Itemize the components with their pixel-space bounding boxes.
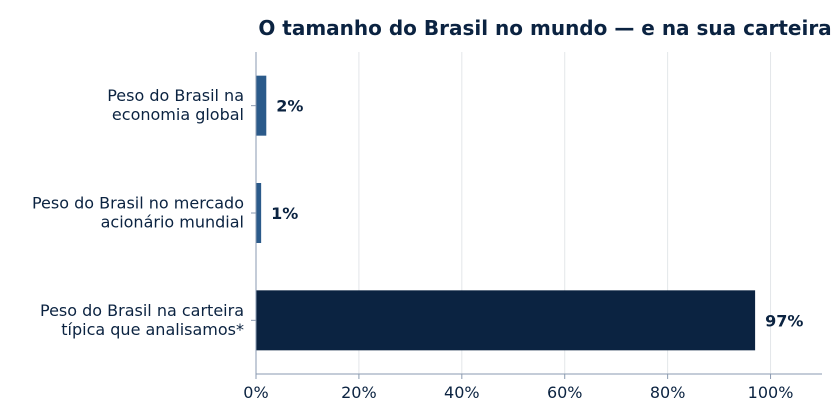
category-label-line: Peso do Brasil na carteira xyxy=(40,301,244,320)
category-label-line: típica que analisamos* xyxy=(61,320,244,339)
value-label: 2% xyxy=(276,97,303,116)
value-label: 97% xyxy=(765,311,803,330)
category-label-line: acionário mundial xyxy=(101,213,244,232)
category-label-line: Peso do Brasil no mercado xyxy=(32,194,244,213)
x-tick-label: 100% xyxy=(748,383,794,402)
x-tick-label: 0% xyxy=(243,383,268,402)
category-label-line: economia global xyxy=(112,105,244,124)
x-tick-label: 20% xyxy=(341,383,377,402)
bar xyxy=(256,75,267,136)
x-tick-label: 80% xyxy=(650,383,686,402)
category-label: Peso do Brasil no mercado acionário mundi… xyxy=(32,194,244,232)
category-label-line: Peso do Brasil na xyxy=(107,86,244,105)
category-label: Peso do Brasil na carteira típica que ana… xyxy=(40,301,244,339)
axes xyxy=(251,52,822,379)
x-tick-label: 40% xyxy=(444,383,480,402)
value-label: 1% xyxy=(271,204,298,223)
bars xyxy=(256,75,756,351)
bar xyxy=(256,183,262,243)
chart-title: O tamanho do Brasil no mundo — e na sua … xyxy=(258,16,831,40)
labels: 0% 20% 40% 60% 80% 100% 2% Peso do Brasil na eco… xyxy=(32,86,803,402)
bar xyxy=(256,290,756,351)
x-tick-label: 60% xyxy=(547,383,583,402)
category-label: Peso do Brasil na economia global xyxy=(107,86,244,124)
